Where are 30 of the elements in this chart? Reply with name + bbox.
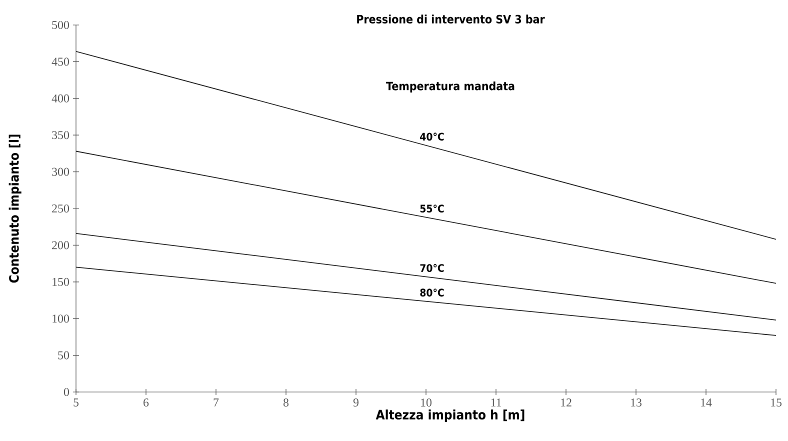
y-tick-label: 500 [52, 20, 70, 30]
x-tick-label: 8 [283, 398, 289, 407]
series-label: 55°C [420, 204, 444, 213]
y-tick-label: 450 [52, 58, 70, 66]
y-tick-label: 0 [64, 388, 70, 396]
x-tick-label: 10 [421, 398, 432, 407]
chart-title: Pressione di intervento SV 3 bar [357, 14, 545, 24]
y-tick-label: 200 [52, 241, 70, 250]
y-axis-title: Contenuto impianto [l] [8, 134, 22, 283]
y-tick-label: 50 [58, 351, 70, 360]
x-tick-label: 13 [631, 398, 642, 407]
series-label: 70°C [420, 264, 444, 272]
x-tick-label: 14 [701, 398, 712, 406]
x-tick-label: 5 [74, 398, 79, 406]
x-axis-title: Altezza impianto h [m] [376, 410, 524, 422]
y-tick-label: 150 [52, 278, 70, 286]
legend-title: Temperatura mandata [386, 81, 514, 93]
y-tick-label: 300 [52, 168, 70, 176]
x-tick-label: 11 [491, 398, 502, 406]
y-tick-label: 400 [52, 94, 70, 102]
x-tick-label: 6 [144, 398, 149, 407]
y-tick-label: 350 [52, 131, 70, 140]
y-tick-label: 100 [52, 314, 70, 323]
series-label: 80°C [420, 288, 444, 297]
x-tick-label: 12 [561, 398, 572, 406]
y-tick-label: 250 [52, 204, 70, 213]
x-tick-label: 7 [214, 398, 219, 406]
x-tick-label: 9 [353, 398, 358, 407]
x-tick-label: 15 [771, 398, 782, 407]
series-label: 40°C [420, 132, 444, 141]
